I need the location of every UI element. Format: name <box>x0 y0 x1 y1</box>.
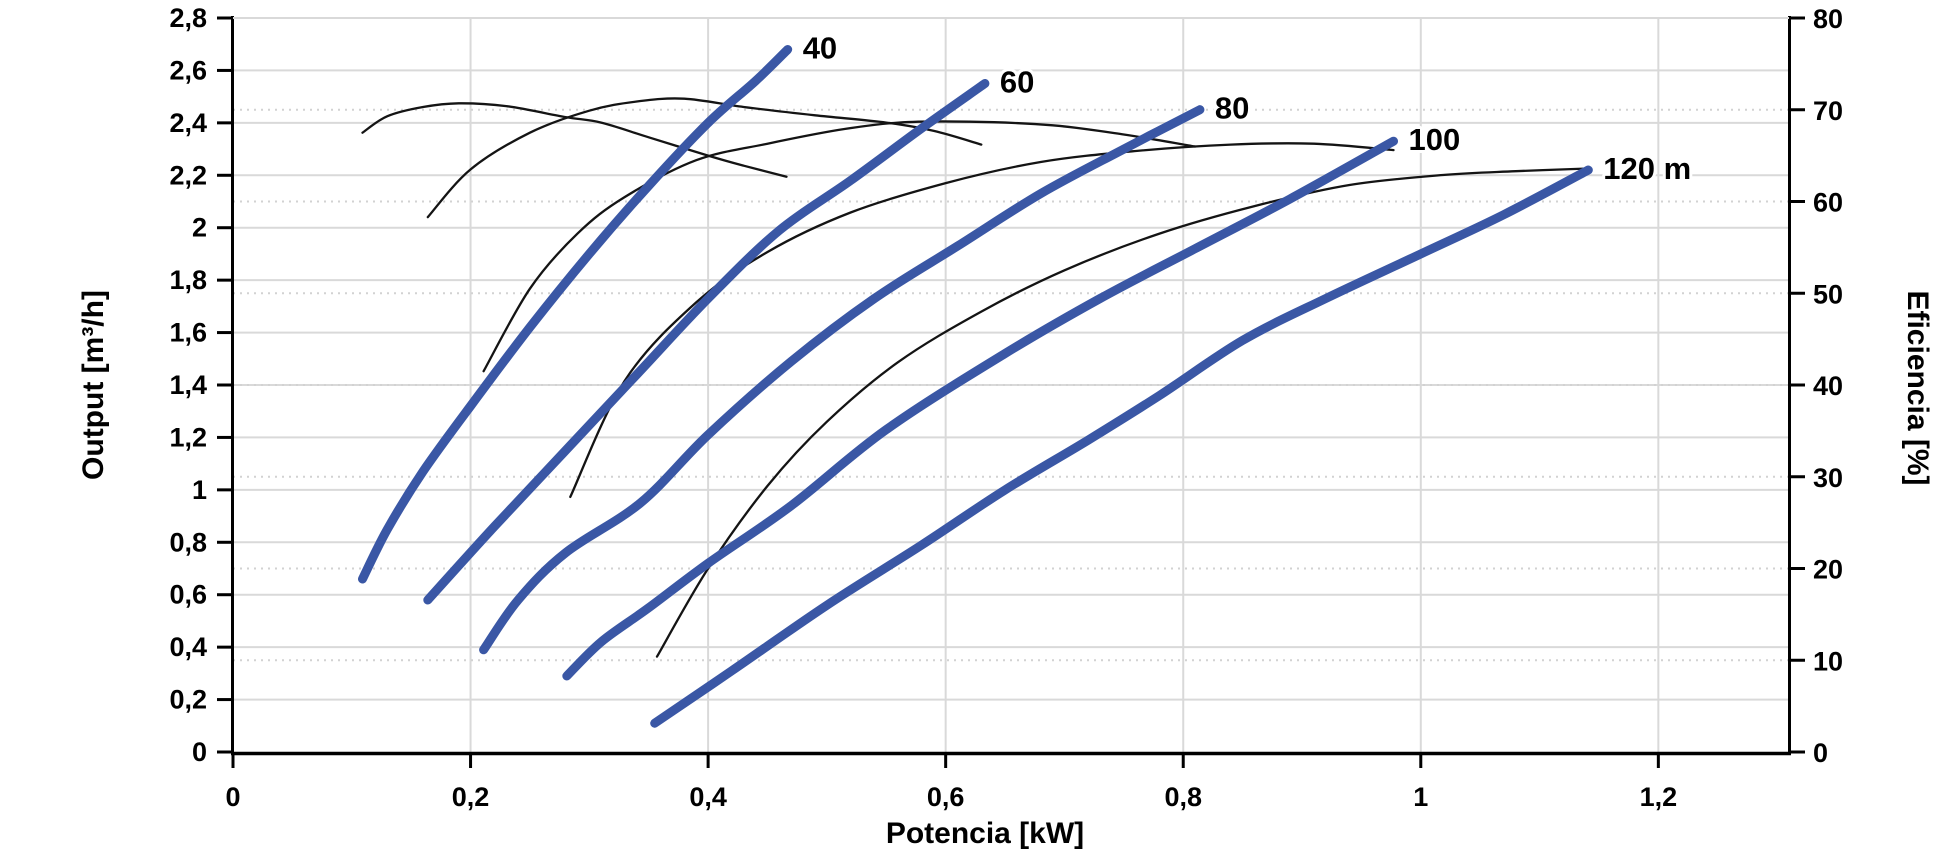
tick-labels: 0 0,2 0,4 0,6 0,8 1 1,2 1,4 1,6 1,8 2 2,2 2,4 2,6 2,8 0… <box>169 3 1843 812</box>
x-axis-title: Potencia [kW] <box>886 817 1084 850</box>
tick-label-bottom: 0,2 <box>452 782 490 812</box>
curve-label-60: 60 <box>1000 65 1034 100</box>
tick-label-left: 2,8 <box>169 3 207 33</box>
head-curve-60 <box>423 79 990 605</box>
efficiency-curve-120 <box>655 167 1590 658</box>
tick-label-left: 0 <box>192 737 207 767</box>
curve-label-120: 120 m <box>1603 151 1691 186</box>
efficiency-curves <box>361 97 1590 658</box>
tick-label-bottom: 0,6 <box>927 782 965 812</box>
axes <box>217 16 1805 768</box>
tick-label-bottom: 1,2 <box>1640 782 1678 812</box>
head-curve-80 <box>479 105 1205 655</box>
tick-label-left: 1,2 <box>169 422 207 452</box>
efficiency-curve-100 <box>569 142 1395 499</box>
tick-label-right: 40 <box>1813 371 1843 401</box>
curve-label-100: 100 <box>1409 122 1461 157</box>
curve-label-40: 40 <box>803 31 837 66</box>
curve-labels: 40 60 80 100 120 m <box>800 28 1695 190</box>
tick-label-right: 30 <box>1813 463 1843 493</box>
tick-label-right: 50 <box>1813 279 1843 309</box>
head-curve-120 <box>650 165 1593 728</box>
tick-label-left: 2,4 <box>169 108 207 138</box>
tick-label-left: 0,4 <box>169 632 207 662</box>
tick-label-right: 70 <box>1813 96 1843 126</box>
head-curve-100 <box>562 136 1398 681</box>
y-axis-title-left: Output [m³/h] <box>77 290 110 480</box>
curve-label-80: 80 <box>1215 91 1249 126</box>
tick-label-left: 1,4 <box>169 370 207 400</box>
tick-label-bottom: 0 <box>225 782 240 812</box>
tick-label-right: 20 <box>1813 555 1843 585</box>
tick-label-left: 2,2 <box>169 160 207 190</box>
head-curves <box>358 45 1593 728</box>
tick-label-right: 10 <box>1813 646 1843 676</box>
tick-label-left: 1,6 <box>169 318 207 348</box>
tick-label-left: 0,8 <box>169 527 207 557</box>
tick-label-right: 80 <box>1813 4 1843 34</box>
tick-label-left: 0,2 <box>169 685 207 715</box>
tick-label-right: 60 <box>1813 188 1843 218</box>
efficiency-curve-60 <box>426 97 983 219</box>
tick-label-left: 2 <box>192 213 207 243</box>
head-curve-40 <box>358 45 793 584</box>
tick-label-left: 2,6 <box>169 55 207 85</box>
y-axis-title-right: Eficiencia [%] <box>1901 290 1934 485</box>
tick-label-left: 0,6 <box>169 580 207 610</box>
tick-label-bottom: 1 <box>1413 782 1428 812</box>
tick-label-left: 1 <box>192 475 207 505</box>
tick-label-right: 0 <box>1813 738 1828 768</box>
tick-label-bottom: 0,4 <box>689 782 727 812</box>
tick-label-left: 1,8 <box>169 265 207 295</box>
gridlines-dotted <box>233 108 1789 662</box>
tick-label-bottom: 0,8 <box>1164 782 1202 812</box>
efficiency-curve-80 <box>482 120 1197 373</box>
